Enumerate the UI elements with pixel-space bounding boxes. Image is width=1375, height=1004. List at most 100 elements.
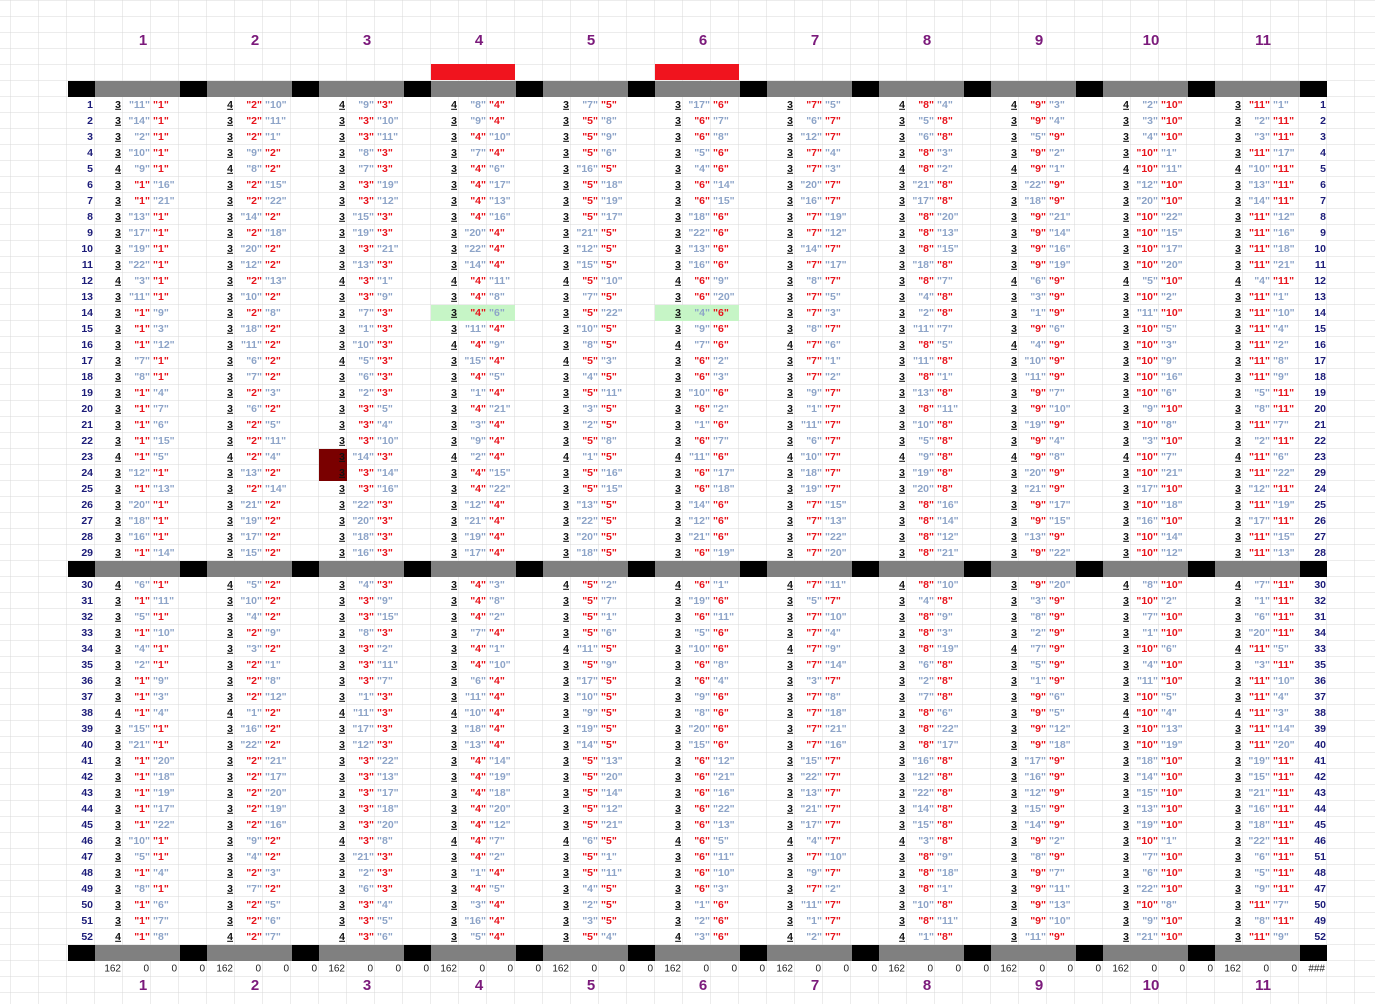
cell-count: 3 — [563, 243, 569, 255]
cell-value: "1" — [470, 867, 486, 879]
cell-count: 3 — [339, 403, 345, 415]
bar-gray — [543, 561, 628, 577]
bar-gray — [991, 81, 1076, 97]
cell-value: "3" — [377, 227, 393, 239]
group-header: 1 — [139, 32, 147, 49]
cell-value: "14" — [352, 451, 374, 463]
cell-value: "8" — [489, 595, 505, 607]
row-number: 29 — [1314, 467, 1326, 479]
bar-black — [964, 561, 991, 577]
row-number: 40 — [1314, 739, 1326, 751]
cell-value: "18" — [1024, 195, 1046, 207]
cell-count: 3 — [451, 627, 457, 639]
cell-count: 3 — [227, 643, 233, 655]
cell-count: 3 — [227, 467, 233, 479]
cell-value: "10" — [1136, 355, 1158, 367]
bar-gray — [319, 81, 404, 97]
cell-value: "3" — [1273, 707, 1289, 719]
cell-value: "9" — [1049, 627, 1065, 639]
cell-value: "3" — [377, 211, 393, 223]
cell-value: "3" — [377, 739, 393, 751]
cell-count: 3 — [563, 547, 569, 559]
cell-value: "11" — [577, 643, 598, 655]
cell-value: "2" — [918, 307, 934, 319]
row-number: 5 — [1320, 163, 1326, 175]
cell-count: 3 — [675, 531, 681, 543]
cell-value: "7" — [806, 723, 822, 735]
cell-value: "7" — [1273, 419, 1289, 431]
cell-value: "18" — [1049, 739, 1071, 751]
cell-value: "15" — [265, 179, 287, 191]
cell-count: 3 — [787, 227, 793, 239]
cell-value: "18" — [1248, 819, 1270, 831]
cell-count: 3 — [451, 147, 457, 159]
cell-count: 3 — [787, 499, 793, 511]
cell-count: 3 — [339, 163, 345, 175]
cell-count: 3 — [451, 499, 457, 511]
cell-value: "1" — [377, 275, 393, 287]
row-number: 31 — [1314, 611, 1326, 623]
cell-value: "1" — [134, 595, 150, 607]
cell-count: 3 — [1235, 739, 1241, 751]
cell-count: 4 — [1235, 643, 1241, 655]
cell-value: "19" — [240, 515, 262, 527]
row-number: 21 — [1314, 419, 1326, 431]
cell-value: "5" — [377, 403, 393, 415]
cell-value: "4" — [470, 611, 486, 623]
cell-value: "7" — [825, 899, 841, 911]
cell-value: "4" — [470, 307, 486, 319]
row-number: 29 — [81, 547, 93, 559]
cell-count: 3 — [675, 131, 681, 143]
cell-count: 4 — [563, 643, 569, 655]
cell-value: "1" — [153, 163, 169, 175]
cell-value: "3" — [377, 707, 393, 719]
cell-value: "11" — [1249, 675, 1270, 687]
cell-count: 3 — [339, 595, 345, 607]
cell-value: "9" — [1049, 275, 1065, 287]
green-highlight — [655, 305, 739, 321]
bar-black — [180, 945, 207, 961]
cell-value: "11" — [689, 451, 710, 463]
cell-value: "17" — [265, 771, 287, 783]
cell-value: "1" — [153, 291, 169, 303]
cell-value: "15" — [800, 755, 822, 767]
cell-count: 3 — [339, 435, 345, 447]
cell-count: 3 — [227, 835, 233, 847]
total: 162 — [328, 964, 345, 975]
cell-value: "1" — [134, 931, 150, 943]
cell-value: "5" — [1030, 659, 1046, 671]
cell-count: 3 — [227, 531, 233, 543]
total: 0 — [367, 964, 373, 975]
cell-value: "1" — [134, 451, 150, 463]
cell-value: "9" — [1049, 611, 1065, 623]
row-number: 7 — [1320, 195, 1326, 207]
cell-value: "7" — [937, 323, 953, 335]
cell-value: "10" — [1161, 787, 1183, 799]
cell-value: "17" — [800, 819, 822, 831]
row-number: 26 — [1314, 515, 1326, 527]
cell-value: "18" — [713, 483, 735, 495]
cell-count: 3 — [1235, 355, 1241, 367]
row-number: 19 — [1314, 387, 1326, 399]
cell-value: "2" — [265, 163, 281, 175]
cell-value: "2" — [246, 419, 262, 431]
cell-value: "7" — [806, 659, 822, 671]
cell-value: "6" — [713, 259, 729, 271]
row-number: 27 — [81, 515, 93, 527]
cell-value: "7" — [806, 371, 822, 383]
cell-value: "6" — [713, 627, 729, 639]
cell-count: 3 — [339, 179, 345, 191]
cell-value: "11" — [1161, 163, 1182, 175]
cell-value: "8" — [937, 819, 953, 831]
group-footer: 4 — [475, 977, 484, 994]
cell-value: "11" — [1249, 707, 1270, 719]
cell-value: "6" — [713, 899, 729, 911]
row-number: 13 — [1314, 291, 1326, 303]
cell-count: 3 — [563, 163, 569, 175]
cell-value: "2" — [246, 227, 262, 239]
cell-count: 4 — [787, 643, 793, 655]
cell-count: 4 — [115, 275, 121, 287]
cell-value: "11" — [1025, 371, 1046, 383]
row-number: 46 — [1314, 835, 1326, 847]
cell-count: 3 — [451, 483, 457, 495]
